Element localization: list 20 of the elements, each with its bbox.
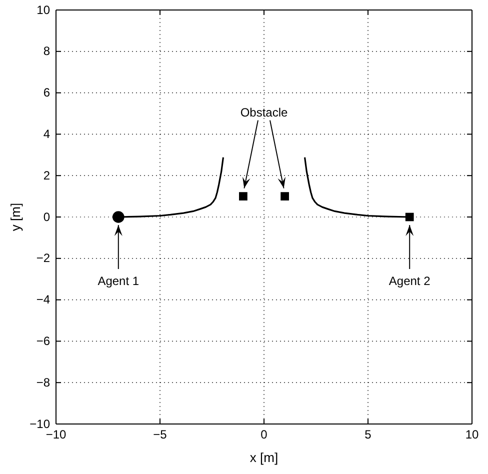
y-tick-label: 0 — [43, 210, 50, 224]
y-tick-label: −10 — [30, 416, 50, 431]
x-tick-label: 10 — [465, 428, 479, 442]
annotation: Agent 1 — [98, 274, 140, 288]
y-tick-label: 2 — [43, 168, 50, 182]
y-tick-label: 10 — [36, 2, 50, 17]
y-tick-label: 8 — [43, 44, 50, 58]
y-tick-label: −6 — [36, 334, 50, 348]
annotation: Obstacle — [240, 105, 288, 120]
x-tick-label: 5 — [364, 428, 372, 442]
annotation: Agent 2 — [388, 274, 431, 288]
x-tick-label: −5 — [153, 428, 168, 442]
y-axis-title: y [m] — [8, 202, 23, 232]
x-axis-title: x [m] — [250, 450, 278, 465]
y-tick-label: 4 — [43, 127, 50, 142]
x-tick-label: 0 — [260, 428, 268, 442]
y-tick-label: −4 — [36, 292, 50, 307]
y-tick-label: −2 — [36, 251, 50, 266]
y-tick-label: 6 — [43, 86, 50, 100]
y-tick-label: −8 — [36, 375, 50, 390]
